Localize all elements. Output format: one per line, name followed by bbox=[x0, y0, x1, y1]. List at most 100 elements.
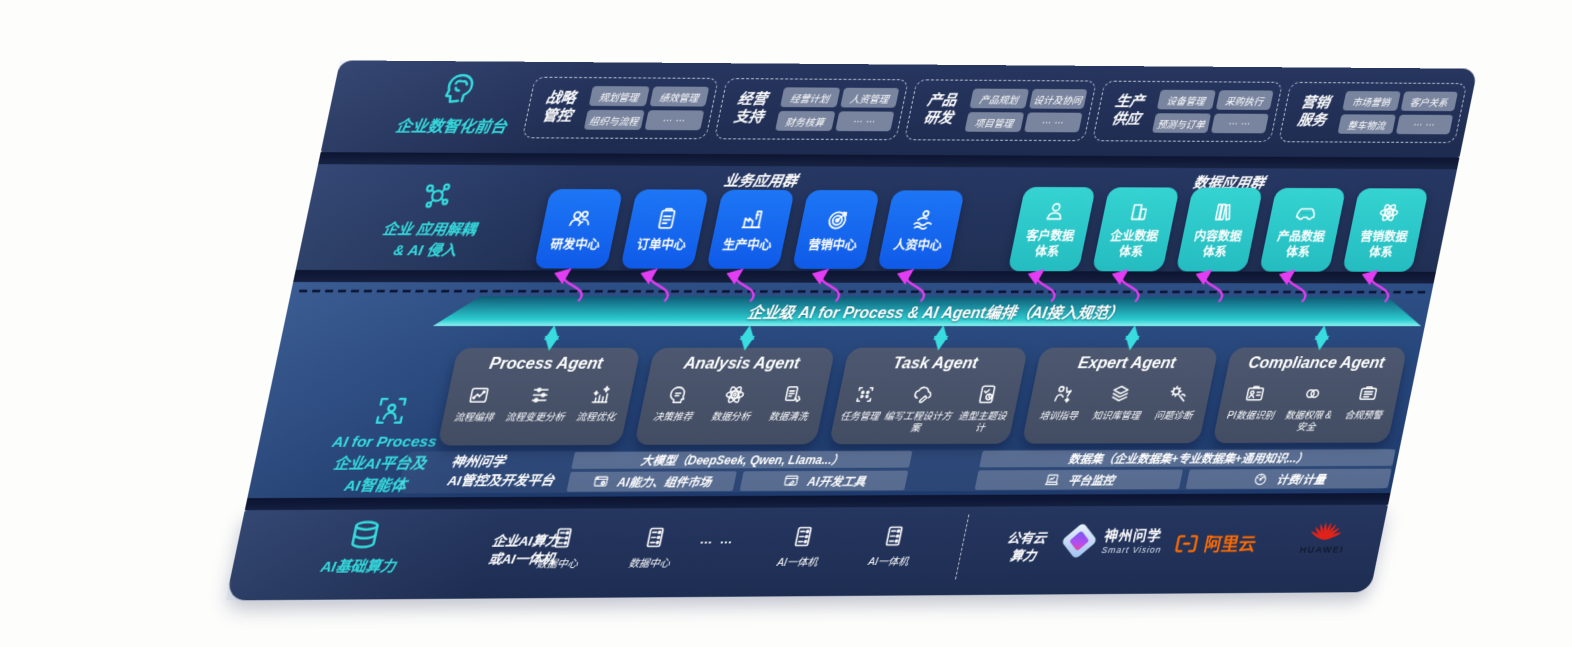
app-card-order: 订单中心 bbox=[620, 189, 710, 269]
group-name: 产品 研发 bbox=[922, 92, 959, 127]
chip: … … bbox=[834, 111, 895, 132]
front-group-operation: 经营 支持 经营计划 人资管理 财务核算 … … bbox=[713, 78, 909, 141]
application-band: 企业 应用解耦 & AI 侵入 业务应用群 研发中心 订单中心 生产中心 营销中… bbox=[295, 164, 1458, 272]
data-card-content: 内容数据体系 bbox=[1175, 187, 1264, 272]
doc-clean-icon bbox=[778, 382, 807, 407]
chip-grid: 产品规划 设计及协同 项目管理 … … bbox=[964, 88, 1088, 133]
ai-dev-tools-cell: AI开发工具 bbox=[739, 470, 909, 491]
person-frame-icon bbox=[368, 392, 414, 430]
analysis-agent-card: Analysis Agent 决策推荐 数据分析 数据清洗 bbox=[634, 347, 836, 445]
chip: 产品规划 bbox=[969, 88, 1029, 109]
teach-icon bbox=[1049, 382, 1078, 407]
chip: 设计及协同 bbox=[1028, 88, 1088, 109]
front-office-label: 企业数智化前台 bbox=[393, 118, 509, 137]
smart-vision-logo: 神州问学 Smart Vision bbox=[1058, 521, 1167, 560]
front-group-supply: 生产 供应 设备管理 采购执行 预测与订单 … … bbox=[1092, 80, 1284, 143]
books-icon bbox=[1208, 199, 1238, 224]
chip: … … bbox=[1210, 113, 1269, 134]
sliders-icon bbox=[525, 383, 555, 408]
agent-capability: 数据清洗 bbox=[766, 382, 817, 424]
molecule-icon bbox=[415, 179, 458, 215]
infra-label: AI基础算力 bbox=[319, 558, 398, 576]
dev-platform-panel: 神州问学 AI管控及开发平台 大模型（DeepSeek, Qwen, Llama… bbox=[397, 448, 1396, 494]
chip: 财务核算 bbox=[775, 110, 836, 131]
building-icon bbox=[1124, 199, 1154, 224]
gauge-icon bbox=[1251, 470, 1272, 488]
group-name: 经营 支持 bbox=[732, 91, 769, 126]
billing-metering-cell: 计费/计量 bbox=[1185, 468, 1392, 490]
target-icon bbox=[822, 206, 855, 234]
laptop-chart-icon bbox=[1042, 471, 1063, 489]
id-card-icon bbox=[1241, 382, 1270, 406]
huawei-flower-icon bbox=[1309, 522, 1342, 542]
agent-capability: 造型主题设计 bbox=[951, 382, 1017, 435]
platform-monitor-cell: 平台监控 bbox=[974, 469, 1184, 490]
agent-capability: 知识库管理 bbox=[1091, 382, 1147, 423]
chip-grid: 市场营销 客户关系 整车物流 … … bbox=[1337, 91, 1458, 135]
layers-icon bbox=[1106, 382, 1135, 406]
expert-agent-card: Expert Agent 培训指导 知识库管理 问题诊断 bbox=[1021, 347, 1219, 444]
sparkle-bars-icon bbox=[586, 383, 616, 408]
chip: 组织与流程 bbox=[583, 109, 645, 130]
window-pen-icon bbox=[781, 472, 802, 490]
agent-capability: 流程优化 bbox=[573, 383, 625, 425]
data-card-marketing: 营销数据体系 bbox=[1342, 188, 1429, 272]
tablet-check-icon bbox=[972, 382, 1001, 407]
agent-capability: 流程变更分析 bbox=[504, 383, 572, 425]
diagram-stage: 企业数智化前台 战略 管控 规划管理 绩效管理 组织与流程 … … 经营 支持 经营… bbox=[226, 60, 1478, 600]
hr-person-icon bbox=[907, 206, 940, 234]
front-group-strategy: 战略 管控 规划管理 绩效管理 组织与流程 … … bbox=[521, 76, 719, 140]
process-agent-card: Process Agent 流程编排 流程变更分析 流程优化 bbox=[437, 347, 641, 446]
front-group-marketing: 营销 服务 市场营销 客户关系 整车物流 … … bbox=[1278, 81, 1468, 144]
group-name: 战略 管控 bbox=[540, 90, 578, 125]
datacenter-node: 数据中心 bbox=[610, 524, 696, 571]
group-name: 生产 供应 bbox=[1110, 93, 1146, 128]
agent-capability: 流程编排 bbox=[451, 383, 503, 425]
window-gear-icon bbox=[590, 473, 611, 491]
datacenter-node: 数据中心 bbox=[517, 524, 603, 571]
cloud-pen-icon bbox=[908, 382, 937, 407]
chip: 预测与订单 bbox=[1151, 113, 1211, 134]
agent-capability: 问题诊断 bbox=[1151, 382, 1201, 423]
chip-grid: 经营计划 人资管理 财务核算 … … bbox=[775, 87, 900, 132]
chip: … … bbox=[1023, 112, 1083, 133]
infrastructure-band: AI基础算力 企业AI算力 或AI一体机 数据中心 数据中心 … … AI一体机 bbox=[225, 504, 1389, 601]
brain-head-icon bbox=[435, 69, 483, 109]
chip: 设备管理 bbox=[1156, 89, 1216, 110]
agent-capability: 培训指导 bbox=[1036, 382, 1087, 423]
app-card-rd: 研发中心 bbox=[533, 189, 624, 269]
dataset-bar: 数据集（企业数据集+专业数据集+通用知识...） bbox=[979, 449, 1396, 468]
head-chat-icon bbox=[663, 382, 693, 407]
app-card-hr: 人资中心 bbox=[877, 190, 965, 270]
data-card-enterprise: 企业数据体系 bbox=[1091, 187, 1180, 272]
llm-bar: 大模型（DeepSeek, Qwen, Llama...） bbox=[571, 450, 913, 469]
server-icon bbox=[878, 523, 910, 550]
decouple-rail: 企业 应用解耦 & AI 侵入 bbox=[336, 178, 527, 260]
task-grid-icon bbox=[850, 382, 879, 407]
atom-icon bbox=[1374, 200, 1404, 225]
ai-appliance-node: AI一体机 bbox=[758, 523, 843, 570]
task-agent-card: Task Agent 任务管理 编写工程设计方案 造型主题设计 bbox=[828, 347, 1029, 445]
chip: 绩效管理 bbox=[648, 86, 710, 107]
decouple-label-line1: 企业 应用解耦 bbox=[380, 221, 478, 239]
app-card-production: 生产中心 bbox=[706, 189, 795, 269]
dashed-divider bbox=[954, 514, 970, 580]
chip: 规划管理 bbox=[588, 86, 650, 107]
decouple-label-line2: & AI 侵入 bbox=[391, 242, 459, 260]
app-card-marketing: 营销中心 bbox=[791, 190, 880, 269]
compliance-agent-card: Compliance Agent PI数据识别 数据权限 & 安全 合规预警 bbox=[1212, 347, 1408, 444]
ai-capability-market-cell: AI能力、组件市场 bbox=[566, 471, 737, 492]
agent-capability: 数据分析 bbox=[708, 382, 760, 424]
people-icon bbox=[564, 205, 597, 233]
chip: 采购执行 bbox=[1215, 90, 1274, 110]
business-apps-title: 业务应用群 bbox=[722, 172, 799, 190]
chip: 市场营销 bbox=[1342, 91, 1401, 111]
chip: 客户关系 bbox=[1400, 91, 1458, 112]
server-icon bbox=[787, 523, 819, 550]
case-lines-icon bbox=[1354, 381, 1383, 405]
group-name: 营销 服务 bbox=[1296, 94, 1332, 129]
ellipsis: … … bbox=[698, 531, 737, 547]
ai-platform-band: 企业级 AI for Process & AI Agent编排（AI接入规范） … bbox=[247, 282, 1434, 499]
front-group-product: 产品 研发 产品规划 设计及协同 项目管理 … … bbox=[903, 79, 1097, 142]
chip: 经营计划 bbox=[780, 87, 840, 108]
